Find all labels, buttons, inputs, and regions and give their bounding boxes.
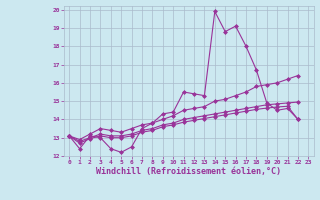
- X-axis label: Windchill (Refroidissement éolien,°C): Windchill (Refroidissement éolien,°C): [96, 167, 281, 176]
